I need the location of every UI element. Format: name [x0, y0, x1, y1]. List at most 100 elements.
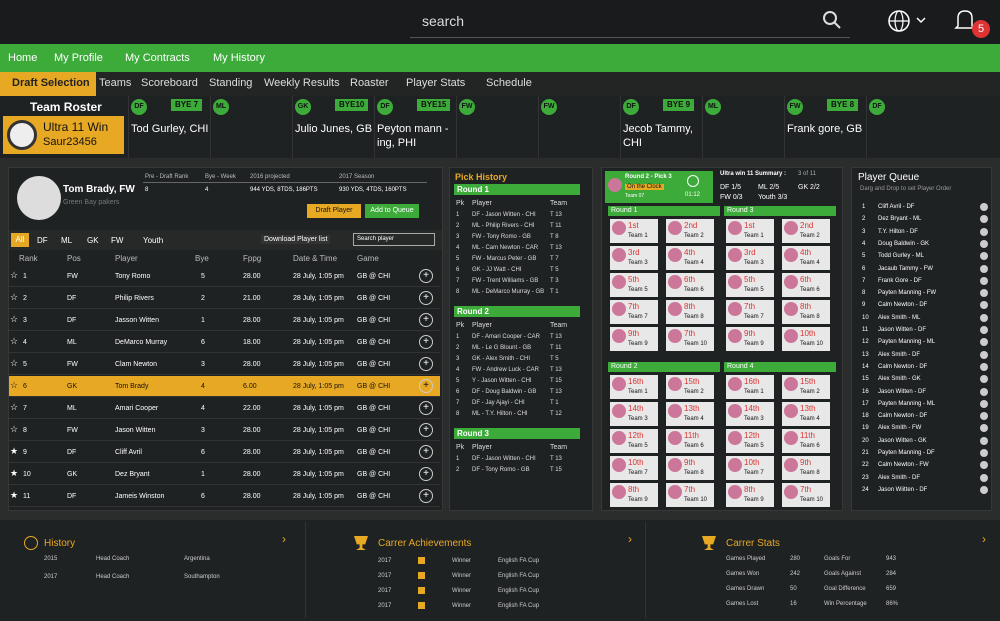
pick-tile[interactable]: 13th Team 4	[666, 402, 714, 426]
filter-fw[interactable]: FW	[111, 236, 124, 245]
pick-tile[interactable]: 6th Team 6	[666, 273, 714, 297]
pick-tile[interactable]: 15th Team 2	[782, 375, 830, 399]
add-player-icon[interactable]: +	[419, 467, 433, 481]
roster-slot[interactable]: DF	[866, 96, 948, 158]
add-player-icon[interactable]: +	[419, 291, 433, 305]
pick-tile[interactable]: 10th Team 7	[726, 456, 774, 480]
filter-youth[interactable]: Youth	[143, 236, 164, 245]
chevron-right-icon[interactable]: ›	[282, 532, 286, 546]
pick-tile[interactable]: 8th Team 8	[666, 300, 714, 324]
tab-teams[interactable]: Teams	[99, 77, 132, 89]
roster-slot[interactable]: ML	[210, 96, 292, 158]
remove-icon[interactable]	[980, 473, 988, 482]
nav-home[interactable]: Home	[8, 52, 38, 64]
pick-tile[interactable]: 7th Team 10	[666, 327, 714, 351]
table-row[interactable]: ★ 9 DF Cliff Avril 6 28.00 28 July, 1:05 pm GB …	[9, 442, 440, 463]
draft-player-button[interactable]: Draft Player	[307, 204, 361, 218]
pick-tile[interactable]: 12th Team 5	[726, 429, 774, 453]
roster-slot[interactable]: FW BYE 8 Frank gore, GB	[784, 96, 866, 158]
pick-tile[interactable]: 4th Team 4	[666, 246, 714, 270]
pick-tile[interactable]: 8th Team 8	[782, 300, 830, 324]
remove-icon[interactable]	[980, 276, 988, 285]
remove-icon[interactable]	[980, 485, 988, 494]
nav-my-contracts[interactable]: My Contracts	[125, 52, 190, 64]
tab-weekly-results[interactable]: Weekly Results	[264, 77, 340, 89]
tab-roaster[interactable]: Roaster	[350, 77, 389, 89]
pick-tile[interactable]: 7th Team 10	[782, 483, 830, 507]
remove-icon[interactable]	[980, 252, 988, 261]
roster-slot[interactable]: GK BYE10 Julio Junes, GB	[292, 96, 374, 158]
add-player-icon[interactable]: +	[419, 313, 433, 327]
roster-slot[interactable]: DF BYE 7 Tod Gurley, CHI	[128, 96, 210, 158]
bell-icon[interactable]	[954, 8, 976, 32]
pick-tile[interactable]: 15th Team 2	[666, 375, 714, 399]
pick-tile[interactable]: 3rd Team 3	[610, 246, 658, 270]
tab-draft-selection[interactable]: Draft Selection	[0, 72, 96, 96]
remove-icon[interactable]	[980, 203, 988, 211]
tab-scoreboard[interactable]: Scoreboard	[141, 77, 198, 89]
pick-tile[interactable]: 2nd Team 2	[666, 219, 714, 243]
pick-tile[interactable]: 1st Team 1	[610, 219, 658, 243]
filter-df[interactable]: DF	[37, 236, 48, 245]
add-player-icon[interactable]: +	[419, 445, 433, 459]
table-row[interactable]: ☆ 5 FW Clam Newton 3 28.00 28 July, 1:05 pm GB …	[9, 354, 440, 375]
star-icon[interactable]: ☆	[10, 336, 19, 346]
remove-icon[interactable]	[980, 313, 988, 322]
remove-icon[interactable]	[980, 424, 988, 433]
pick-tile[interactable]: 11th Team 6	[666, 429, 714, 453]
tab-schedule[interactable]: Schedule	[486, 77, 532, 89]
pick-tile[interactable]: 12th Team 5	[610, 429, 658, 453]
pick-tile[interactable]: 16th Team 1	[726, 375, 774, 399]
star-icon[interactable]: ☆	[10, 314, 19, 324]
remove-icon[interactable]	[980, 301, 988, 310]
pick-tile[interactable]: 4th Team 4	[782, 246, 830, 270]
remove-icon[interactable]	[980, 387, 988, 396]
add-player-icon[interactable]: +	[419, 379, 433, 393]
pick-tile[interactable]: 6th Team 6	[782, 273, 830, 297]
chevron-right-icon[interactable]: ›	[628, 532, 632, 546]
pick-tile[interactable]: 9th Team 8	[666, 456, 714, 480]
roster-slot[interactable]: DF BYE15 Peyton mann - ing, PHI	[374, 96, 456, 158]
roster-slot[interactable]: DF BYE 9 Jecob Tammy, CHI	[620, 96, 702, 158]
pick-tile[interactable]: 5th Team 5	[726, 273, 774, 297]
roster-slot[interactable]: FW	[538, 96, 620, 158]
chevron-right-icon[interactable]: ›	[982, 532, 986, 546]
star-icon[interactable]: ☆	[10, 358, 19, 368]
table-row[interactable]: ☆ 8 FW Jason Witten 3 28.00 28 July, 1:05 pm GB…	[9, 420, 440, 441]
add-player-icon[interactable]: +	[419, 423, 433, 437]
pick-tile[interactable]: 7th Team 7	[610, 300, 658, 324]
table-row[interactable]: ☆ 3 DF Jasson Witten 1 28.00 28 July, 1:05 pm G…	[9, 310, 440, 331]
add-player-icon[interactable]: +	[419, 335, 433, 349]
add-player-icon[interactable]: +	[419, 269, 433, 283]
remove-icon[interactable]	[980, 399, 988, 408]
pick-tile[interactable]: 8th Team 9	[726, 483, 774, 507]
remove-icon[interactable]	[980, 350, 988, 359]
star-icon[interactable]: ☆	[10, 292, 19, 302]
remove-icon[interactable]	[980, 412, 988, 421]
pick-tile[interactable]: 8th Team 9	[610, 483, 658, 507]
add-to-queue-button[interactable]: Add to Queue	[365, 204, 419, 218]
remove-icon[interactable]	[980, 362, 988, 371]
star-icon[interactable]: ★	[10, 468, 19, 478]
pick-tile[interactable]: 1st Team 1	[726, 219, 774, 243]
search-bar[interactable]: search	[410, 6, 850, 38]
roster-slot[interactable]: FW	[456, 96, 538, 158]
download-player-list-button[interactable]: Download Player list	[261, 235, 331, 244]
search-icon[interactable]	[822, 10, 842, 30]
pick-tile[interactable]: 7th Team 10	[666, 483, 714, 507]
remove-icon[interactable]	[980, 239, 988, 248]
pick-tile[interactable]: 5th Team 5	[610, 273, 658, 297]
pick-tile[interactable]: 13th Team 4	[782, 402, 830, 426]
pick-tile[interactable]: 14th Team 3	[610, 402, 658, 426]
table-row[interactable]: ☆ 6 GK Tom Brady 4 6.00 28 July, 1:05 pm GB @ C…	[9, 376, 440, 397]
filter-all[interactable]: All	[11, 233, 29, 247]
star-icon[interactable]: ★	[10, 490, 19, 500]
pick-tile[interactable]: 11th Team 6	[782, 429, 830, 453]
add-player-icon[interactable]: +	[419, 401, 433, 415]
remove-icon[interactable]	[980, 436, 988, 445]
remove-icon[interactable]	[980, 264, 988, 273]
add-player-icon[interactable]: +	[419, 489, 433, 503]
table-row[interactable]: ★ 10 GK Dez Bryant 1 28.00 28 July, 1:05 pm GB …	[9, 464, 440, 485]
table-row[interactable]: ☆ 4 ML DeMarco Murray 6 18.00 28 July, 1:05 pm…	[9, 332, 440, 353]
pick-tile[interactable]: 3rd Team 3	[726, 246, 774, 270]
